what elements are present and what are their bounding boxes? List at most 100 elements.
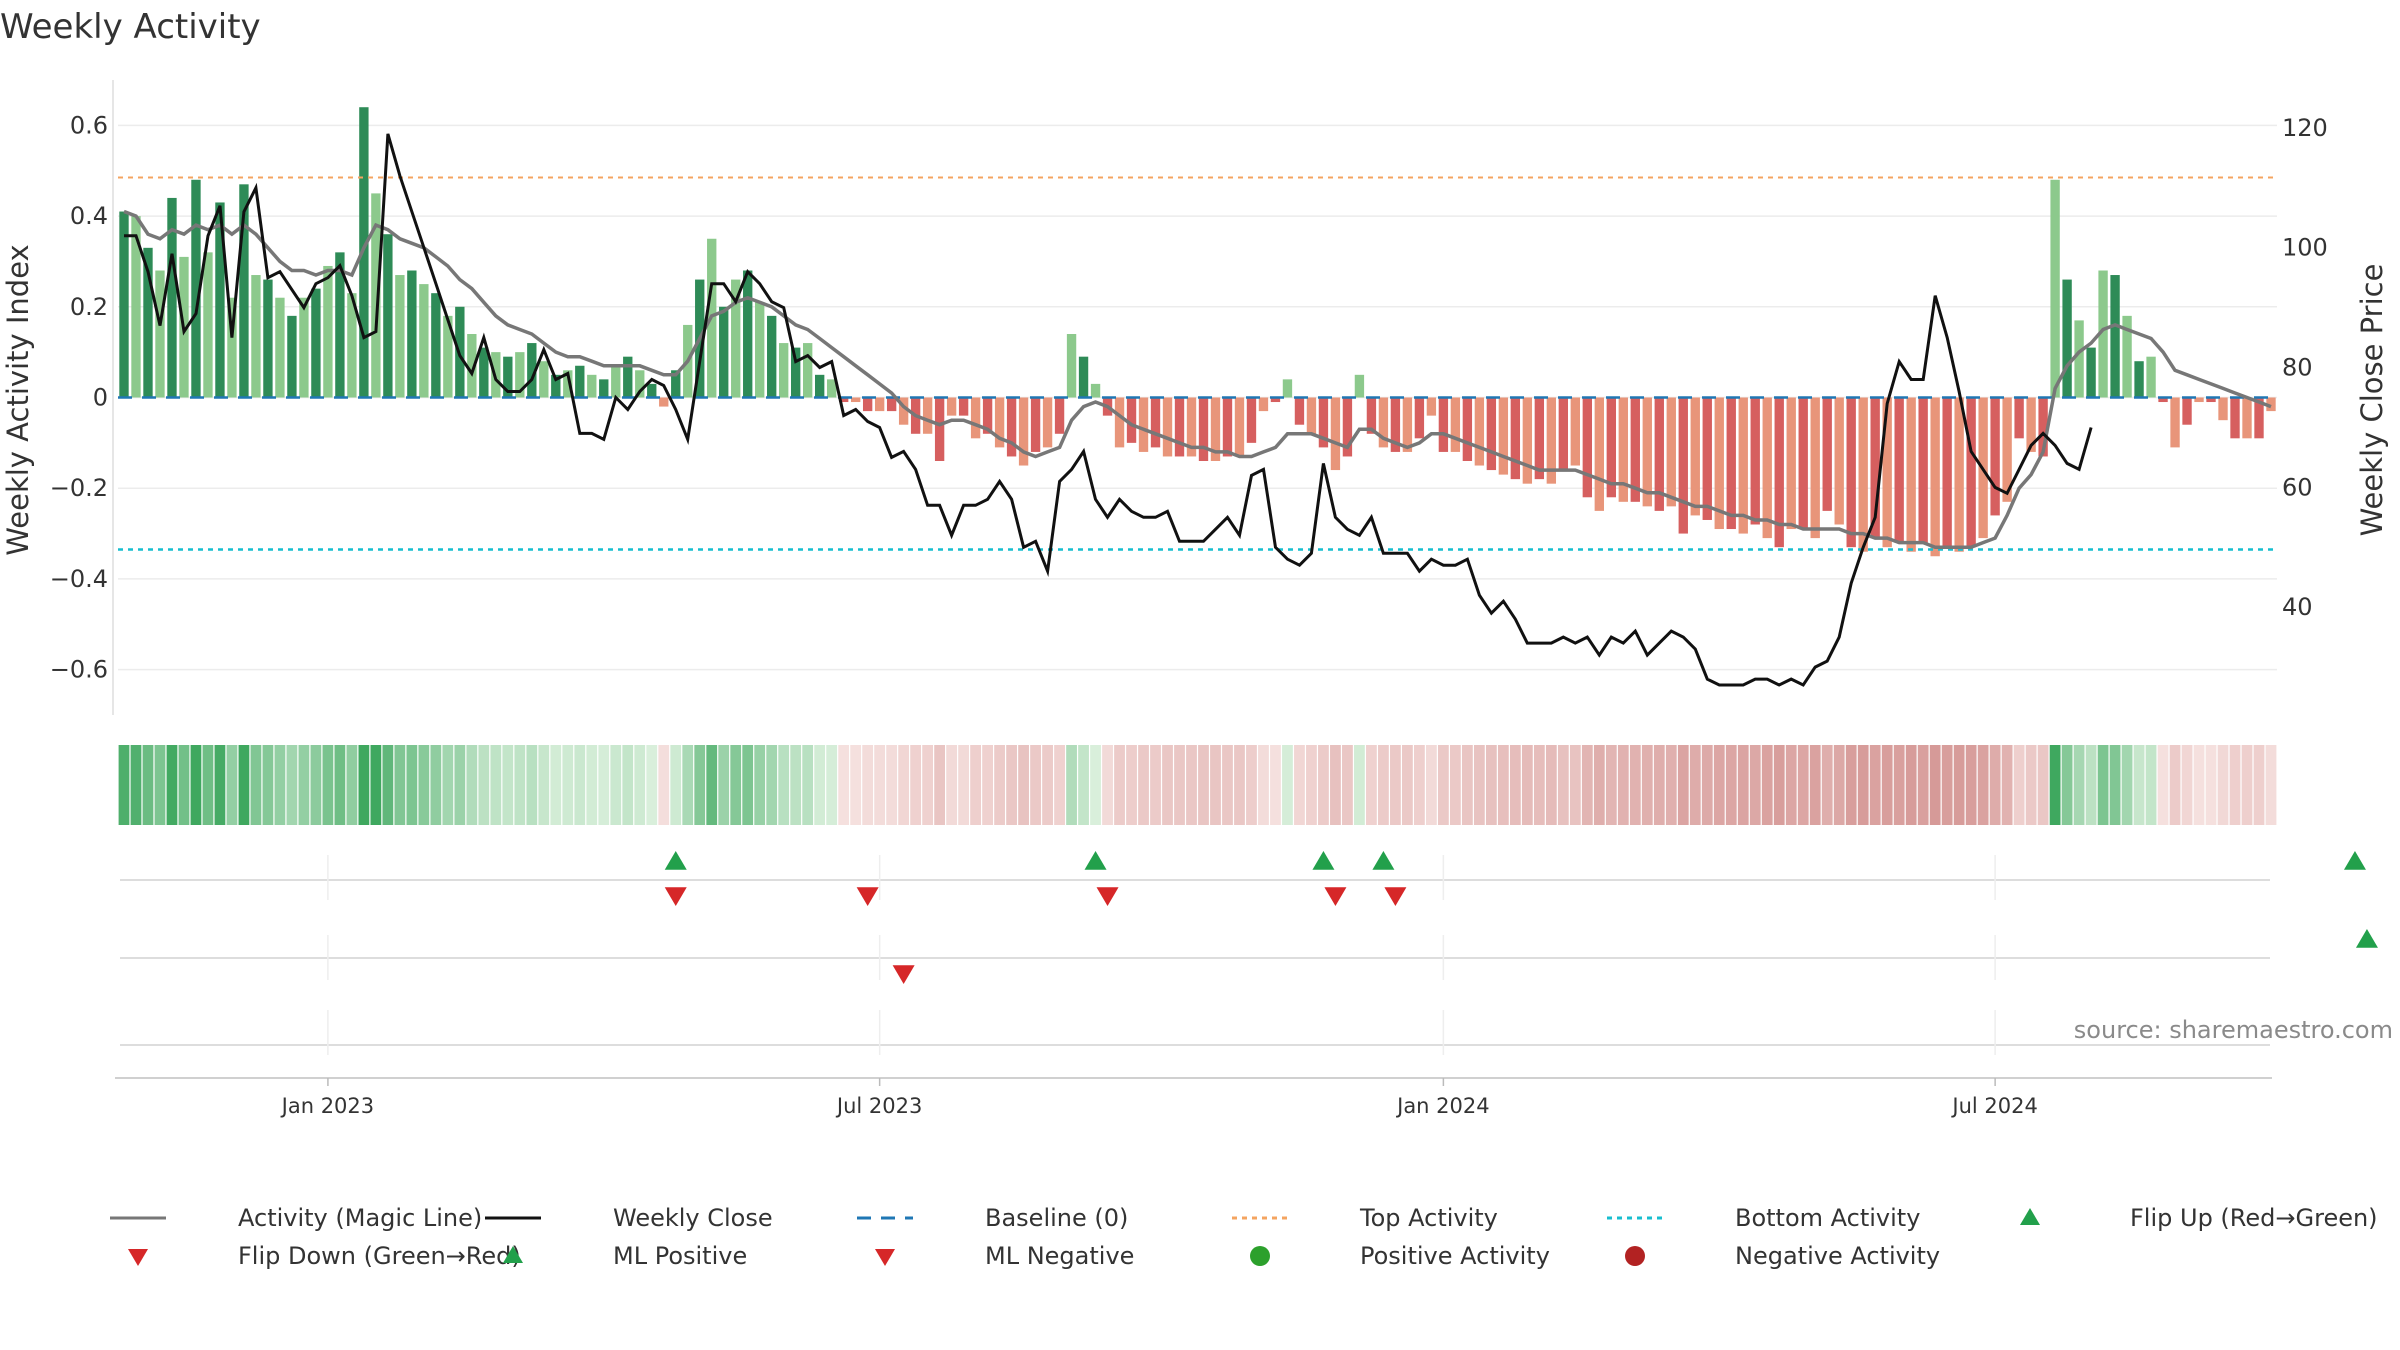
heat-cell: [1270, 745, 1281, 825]
activity-bar: [719, 306, 729, 398]
activity-bar: [1822, 397, 1832, 511]
activity-bar: [203, 252, 213, 398]
chart-title: Weekly Activity: [0, 7, 261, 47]
activity-bar: [2218, 397, 2228, 421]
activity-bar: [2242, 397, 2252, 439]
heat-cell: [262, 745, 274, 825]
heat-cell: [226, 745, 238, 825]
heat-cell: [454, 745, 466, 825]
heat-cell: [298, 745, 310, 825]
activity-bar: [1222, 397, 1233, 457]
activity-bar: [1246, 397, 1257, 443]
activity-bar: [1414, 397, 1425, 439]
activity-bar: [1582, 397, 1592, 498]
heat-cell: [1258, 745, 1269, 825]
heat-cell: [250, 745, 262, 825]
heat-cell: [610, 745, 622, 825]
heat-cell: [382, 745, 394, 825]
activity-bar: [791, 347, 801, 398]
heat-cell: [2193, 745, 2205, 825]
activity-bar: [2134, 361, 2144, 398]
heat-cell: [934, 745, 946, 825]
activity-bar: [1054, 397, 1065, 434]
heat-cell: [478, 745, 490, 825]
heat-cell: [1773, 745, 1785, 825]
heat-cell: [1713, 745, 1725, 825]
activity-bar: [359, 107, 369, 398]
heat-cell: [334, 745, 346, 825]
signal-panels: [120, 851, 2378, 1055]
flip-down-marker: [856, 887, 879, 906]
heat-cell: [166, 745, 178, 825]
activity-bar: [1270, 397, 1281, 403]
activity-bar: [2182, 397, 2192, 425]
legend-swatch: [503, 1246, 523, 1263]
y-axis-left-title: Weekly Activity Index: [1, 244, 35, 555]
heat-cell: [130, 745, 142, 825]
activity-bar: [1690, 397, 1700, 516]
activity-bar: [803, 343, 813, 398]
activity-bar: [1654, 397, 1664, 511]
activity-bar: [2254, 397, 2264, 439]
activity-bar: [743, 270, 753, 398]
grid: [112, 80, 2277, 715]
activity-bar: [1294, 397, 1305, 425]
activity-bar: [635, 370, 645, 398]
activity-bar: [898, 397, 909, 425]
heat-cell: [1677, 745, 1689, 825]
heat-cell: [1485, 745, 1497, 825]
heat-cell: [2025, 745, 2037, 825]
heat-cell: [1833, 745, 1845, 825]
heat-cell: [754, 745, 766, 825]
legend-swatch: [2020, 1208, 2040, 1225]
activity-bar: [1798, 397, 1808, 530]
heat-cell: [2253, 745, 2265, 825]
heat-cell: [1342, 745, 1353, 825]
heat-cell: [1042, 745, 1053, 825]
activity-bar: [1390, 397, 1401, 452]
activity-bar: [1306, 397, 1317, 434]
heat-cell: [514, 745, 526, 825]
activity-bar: [731, 279, 741, 398]
legend-item: Top Activity: [1232, 1204, 1498, 1232]
legend-label: Weekly Close: [613, 1204, 773, 1232]
legend-item: Baseline (0): [857, 1204, 1128, 1232]
y-right-tick-label: 120: [2282, 114, 2328, 142]
activity-bar: [299, 297, 309, 398]
heat-cell: [790, 745, 802, 825]
heat-cell: [1414, 745, 1425, 825]
legend-item: Negative Activity: [1625, 1242, 1940, 1270]
heat-cell: [826, 745, 838, 825]
activity-bar: [1018, 397, 1029, 466]
activity-bar: [431, 293, 441, 398]
activity-bar: [1666, 397, 1676, 507]
activity-bar: [838, 397, 849, 403]
activity-bar: [1762, 397, 1772, 539]
activity-heat-strip: [118, 745, 2277, 825]
heat-cell: [118, 745, 130, 825]
activity-bar: [946, 397, 957, 416]
heat-cell: [286, 745, 298, 825]
heat-cell: [670, 745, 682, 825]
legend-swatch: [128, 1249, 148, 1266]
heat-cell: [346, 745, 358, 825]
activity-bar: [1630, 397, 1640, 502]
activity-bar: [958, 397, 969, 416]
heat-cell: [1090, 745, 1101, 825]
activity-bar: [1090, 383, 1101, 398]
heat-cell: [538, 745, 550, 825]
activity-bar: [922, 397, 933, 434]
activity-bar: [1894, 397, 1904, 543]
heat-cell: [442, 745, 454, 825]
legend-item: Flip Up (Red→Green): [2020, 1204, 2378, 1232]
activity-bar: [1126, 397, 1137, 443]
activity-bar: [395, 275, 405, 398]
y-left-tick-label: −0.4: [50, 565, 108, 593]
activity-bar: [2062, 279, 2072, 398]
activity-bar: [647, 383, 657, 398]
activity-bar: [1534, 397, 1545, 480]
activity-bar: [1834, 397, 1844, 525]
heat-cell: [1977, 745, 1989, 825]
flip-up-marker: [2343, 851, 2366, 870]
activity-bar: [2086, 347, 2096, 398]
